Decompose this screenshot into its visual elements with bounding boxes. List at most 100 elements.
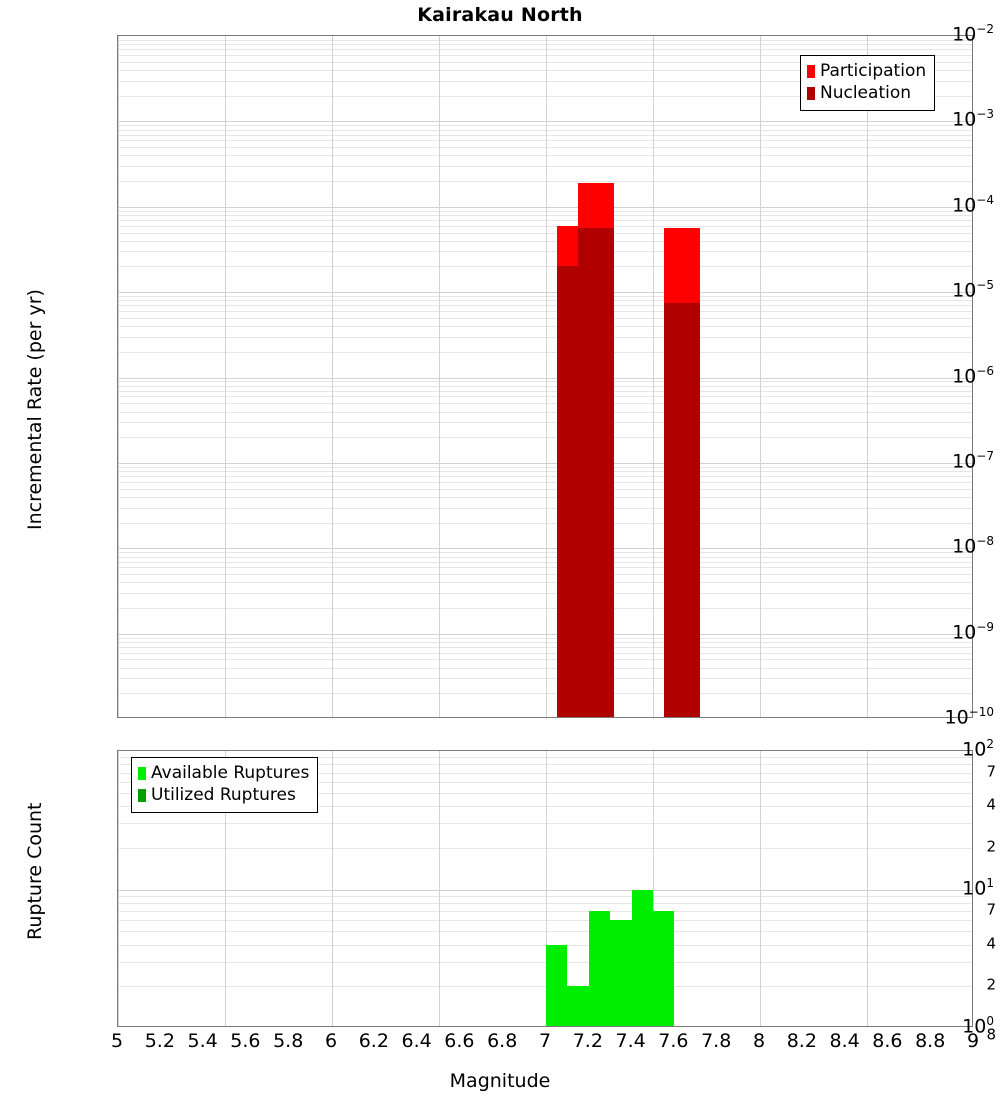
grid-line-horizontal [118, 220, 972, 221]
x-tick-label: 8.2 [786, 1030, 817, 1052]
grid-line-horizontal [118, 920, 972, 922]
grid-line-vertical [439, 751, 440, 1026]
grid-line-horizontal [118, 488, 972, 490]
y-tick-label: 10−6 [952, 363, 994, 387]
y-tick-label: 100 [962, 1014, 994, 1038]
y-tick-label: 10−8 [952, 534, 994, 558]
grid-line-horizontal [118, 522, 972, 524]
y-minor-tick-label: 8 [986, 1025, 996, 1044]
grid-line-vertical [867, 751, 868, 1026]
grid-line-horizontal [118, 411, 972, 413]
x-tick-label: 5.2 [144, 1030, 175, 1052]
grid-line-horizontal [118, 296, 972, 297]
grid-line-horizontal [118, 311, 972, 313]
grid-line-horizontal [118, 80, 972, 82]
grid-line-horizontal [118, 70, 972, 71]
grid-line-horizontal [118, 466, 972, 468]
grid-line-horizontal [118, 134, 972, 136]
grid-line-horizontal [118, 678, 972, 680]
grid-line-vertical [760, 751, 761, 1026]
grid-line-horizontal [118, 931, 972, 933]
y-tick-label: 10−4 [952, 192, 994, 217]
grid-line-horizontal [118, 403, 972, 405]
grid-line-horizontal [118, 61, 972, 63]
grid-line-vertical [118, 36, 119, 717]
grid-line-vertical [332, 751, 333, 1026]
grid-line-horizontal [118, 121, 972, 123]
y-tick-label: 10−3 [952, 107, 994, 131]
grid-line-horizontal [118, 95, 972, 97]
grid-line-horizontal [118, 552, 972, 554]
grid-line-horizontal [118, 507, 972, 509]
grid-line-horizontal [118, 39, 972, 41]
grid-line-horizontal [118, 895, 972, 897]
grid-line-vertical [439, 36, 440, 717]
bar-available-ruptures [546, 944, 568, 1026]
grid-line-horizontal [118, 944, 972, 946]
legend-item: Available Ruptures [138, 763, 309, 785]
x-tick-label: 5 [110, 1030, 124, 1052]
grid-line-horizontal [118, 652, 972, 654]
grid-line-horizontal [118, 607, 972, 609]
grid-line-vertical [760, 36, 761, 717]
grid-line-horizontal [118, 377, 972, 379]
grid-line-horizontal [118, 305, 972, 307]
grid-line-horizontal [118, 548, 972, 550]
grid-line-horizontal [118, 574, 972, 575]
x-tick-label: 7.2 [572, 1030, 603, 1052]
legend-swatch-icon [807, 87, 815, 101]
grid-line-horizontal [118, 902, 972, 904]
grid-line-horizontal [118, 181, 972, 182]
x-tick-label: 8.4 [829, 1030, 860, 1052]
grid-line-horizontal [118, 300, 972, 302]
legend-item: Nucleation [807, 83, 926, 105]
grid-line-vertical [653, 36, 654, 717]
x-tick-label: 8.6 [872, 1030, 903, 1052]
grid-line-horizontal [118, 961, 972, 963]
bar-available-ruptures [653, 911, 675, 1026]
grid-line-horizontal [118, 422, 972, 424]
x-tick-label: 6 [324, 1030, 338, 1052]
grid-line-horizontal [118, 462, 972, 464]
bar-available-ruptures [631, 889, 653, 1026]
grid-line-horizontal [118, 129, 972, 131]
grid-line-horizontal [118, 292, 972, 294]
grid-line-horizontal [118, 667, 972, 669]
grid-line-horizontal [118, 847, 972, 849]
grid-line-horizontal [118, 561, 972, 563]
chart-title: Kairakau North [417, 4, 583, 26]
y-tick-label: 10−9 [952, 619, 994, 644]
grid-line-horizontal [118, 633, 972, 635]
legend-label: Participation [820, 61, 927, 81]
grid-line-horizontal [118, 659, 972, 661]
y-minor-tick-label: 4 [986, 934, 996, 953]
grid-line-horizontal [118, 326, 972, 328]
x-tick-label: 5.8 [273, 1030, 304, 1052]
x-tick-label: 7.6 [658, 1030, 689, 1052]
grid-line-horizontal [118, 641, 972, 643]
bar-nucleation [663, 302, 701, 717]
grid-line-horizontal [118, 166, 972, 167]
grid-line-vertical [546, 36, 547, 717]
grid-line-horizontal [118, 240, 972, 242]
grid-line-vertical [546, 751, 547, 1026]
x-tick-label: 6.8 [487, 1030, 518, 1052]
y-minor-tick-label: 2 [986, 837, 996, 856]
grid-line-horizontal [118, 889, 972, 891]
grid-line-horizontal [118, 764, 972, 766]
bar-available-ruptures [588, 911, 611, 1026]
grid-line-horizontal [118, 351, 972, 353]
grid-line-vertical [332, 36, 333, 717]
grid-line-horizontal [118, 911, 972, 912]
grid-line-horizontal [118, 125, 972, 127]
grid-line-horizontal [118, 385, 972, 387]
y-minor-tick-label: 4 [986, 795, 996, 814]
grid-line-vertical [225, 36, 226, 717]
grid-line-horizontal [118, 381, 972, 383]
x-tick-label: 7.8 [701, 1030, 732, 1052]
x-tick-label: 6.2 [358, 1030, 389, 1052]
grid-line-horizontal [118, 481, 972, 483]
grid-line-horizontal [118, 215, 972, 216]
y-tick-label: 10−2 [952, 22, 994, 46]
legend-item: Utilized Ruptures [138, 785, 309, 807]
